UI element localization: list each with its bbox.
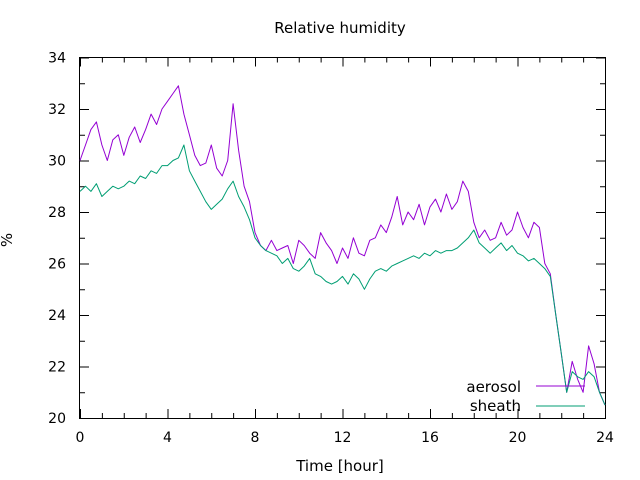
x-tick-label: 8 bbox=[251, 430, 260, 446]
x-tick-labels: 0 4 8 12 16 20 24 bbox=[76, 430, 614, 446]
y-tick-label: 34 bbox=[48, 51, 66, 67]
x-axis-title: Time [hour] bbox=[295, 457, 384, 475]
tick-marks bbox=[80, 57, 606, 419]
series-line-sheath bbox=[79, 144, 606, 406]
x-tick-label: 20 bbox=[509, 430, 527, 446]
y-tick-label: 26 bbox=[48, 257, 66, 273]
plot-frame bbox=[79, 57, 606, 419]
legend: aerosol sheath bbox=[466, 378, 585, 415]
y-tick-label: 22 bbox=[48, 360, 66, 376]
y-tick-label: 30 bbox=[48, 154, 66, 170]
x-tick-label: 0 bbox=[76, 430, 85, 446]
x-tick-label: 16 bbox=[421, 430, 439, 446]
series-line-aerosol bbox=[79, 85, 606, 406]
x-tick-label: 12 bbox=[334, 430, 352, 446]
y-tick-label: 24 bbox=[48, 308, 66, 324]
legend-label-sheath: sheath bbox=[470, 397, 521, 415]
chart-title: Relative humidity bbox=[274, 19, 406, 37]
series-layer bbox=[79, 85, 606, 406]
x-tick-label: 24 bbox=[596, 430, 614, 446]
y-tick-label: 32 bbox=[48, 102, 66, 118]
y-axis-title: % bbox=[0, 233, 16, 247]
legend-label-aerosol: aerosol bbox=[466, 378, 521, 396]
y-tick-label: 20 bbox=[48, 411, 66, 427]
y-tick-label: 28 bbox=[48, 205, 66, 221]
x-tick-label: 4 bbox=[163, 430, 172, 446]
y-tick-labels: 20 22 24 26 28 30 32 34 bbox=[48, 51, 66, 428]
